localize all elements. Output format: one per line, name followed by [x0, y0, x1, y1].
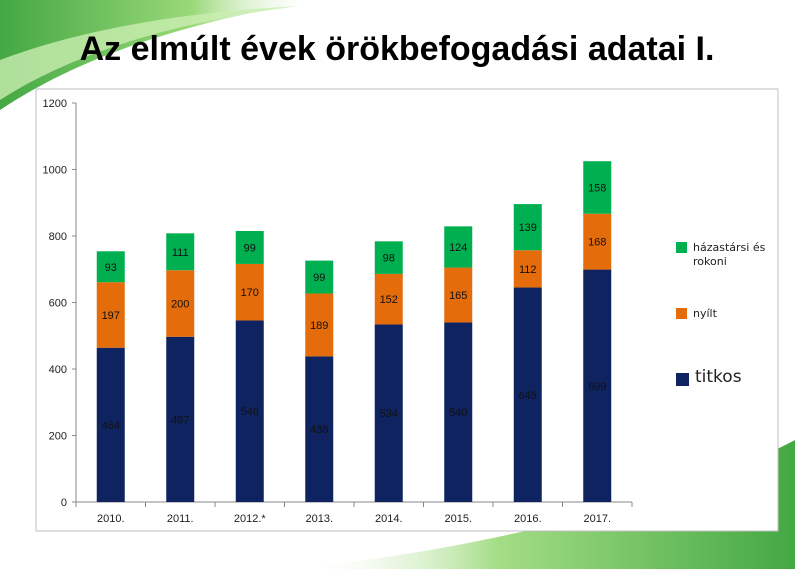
- x-tick-label: 2014.: [375, 513, 403, 525]
- bar-segment: [583, 161, 612, 214]
- y-tick-label: 0: [61, 497, 67, 509]
- data-label: 124: [449, 242, 467, 254]
- data-label: 152: [380, 294, 398, 306]
- x-tick-label: 2011.: [167, 513, 194, 525]
- y-tick-label: 600: [49, 298, 67, 310]
- x-tick-label: 2012.*: [234, 513, 267, 525]
- y-tick-label: 200: [49, 431, 67, 443]
- y-tick-label: 1000: [43, 165, 67, 177]
- data-label: 497: [171, 414, 189, 426]
- data-label: 189: [310, 320, 328, 332]
- bar-segment: [235, 320, 264, 502]
- data-label: 438: [310, 424, 328, 436]
- bar-segment: [305, 260, 334, 294]
- bar-segment: [374, 324, 403, 502]
- bar-segment: [583, 213, 612, 270]
- data-label: 99: [313, 272, 325, 284]
- bar-segment: [235, 263, 264, 321]
- x-tick-label: 2017.: [583, 513, 611, 525]
- bar-segment: [374, 273, 403, 325]
- decor-swoosh: [0, 6, 300, 100]
- decor-swoosh: [0, 0, 320, 110]
- data-label: 93: [105, 262, 117, 274]
- chart-frame: [35, 88, 779, 532]
- bar-segment: [583, 269, 612, 502]
- data-label: 158: [588, 182, 606, 194]
- bar-segment: [96, 347, 125, 502]
- bar-segment: [166, 233, 195, 271]
- y-tick-label: 400: [49, 364, 67, 376]
- data-label: 546: [241, 406, 259, 418]
- data-label: 98: [383, 253, 395, 265]
- bar-segment: [305, 356, 334, 502]
- legend-label: házastársi és rokoni: [693, 241, 766, 268]
- x-tick-label: 2010.: [97, 513, 125, 525]
- legend-swatch: [676, 373, 689, 386]
- data-label: 139: [519, 222, 537, 234]
- legend-item: nyílt: [676, 307, 783, 321]
- data-label: 645: [519, 390, 537, 402]
- bar-segment: [374, 241, 403, 274]
- legend-swatch: [676, 242, 687, 253]
- bar-segment: [513, 287, 542, 502]
- data-label: 197: [102, 310, 120, 322]
- legend-item: titkos: [676, 367, 785, 387]
- decor-swoosh: [300, 440, 795, 569]
- bar-segment: [444, 322, 473, 502]
- data-label: 200: [171, 298, 189, 310]
- legend-swatch: [676, 308, 687, 319]
- data-label: 464: [102, 420, 120, 432]
- y-tick-label: 800: [49, 231, 67, 243]
- bar-segment: [444, 226, 473, 268]
- data-label: 165: [449, 290, 467, 302]
- bar-segment: [513, 204, 542, 251]
- x-tick-label: 2016.: [514, 513, 542, 525]
- bar-segment: [96, 251, 125, 283]
- bar-segment: [166, 336, 195, 502]
- x-tick-label: 2015.: [444, 513, 472, 525]
- y-tick-label: 1200: [43, 98, 67, 110]
- data-label: 540: [449, 407, 467, 419]
- data-label: 112: [519, 264, 537, 276]
- bar-segment: [96, 282, 125, 348]
- chart-title: Az elmúlt évek örökbefogadási adatai I.: [80, 30, 715, 68]
- bar-segment: [444, 267, 473, 323]
- data-label: 99: [244, 242, 256, 254]
- bar-segment: [305, 293, 334, 357]
- data-label: 699: [588, 381, 606, 393]
- data-label: 111: [172, 247, 189, 259]
- bar-segment: [513, 250, 542, 288]
- legend-label: nyílt: [693, 307, 717, 320]
- data-label: 534: [380, 408, 398, 420]
- bar-segment: [166, 270, 195, 337]
- legend-label: titkos: [695, 367, 742, 387]
- legend-item: házastársi és rokoni: [676, 241, 783, 269]
- data-label: 170: [241, 287, 259, 299]
- data-label: 168: [588, 237, 606, 249]
- x-tick-label: 2013.: [305, 513, 333, 525]
- bar-segment: [235, 231, 264, 264]
